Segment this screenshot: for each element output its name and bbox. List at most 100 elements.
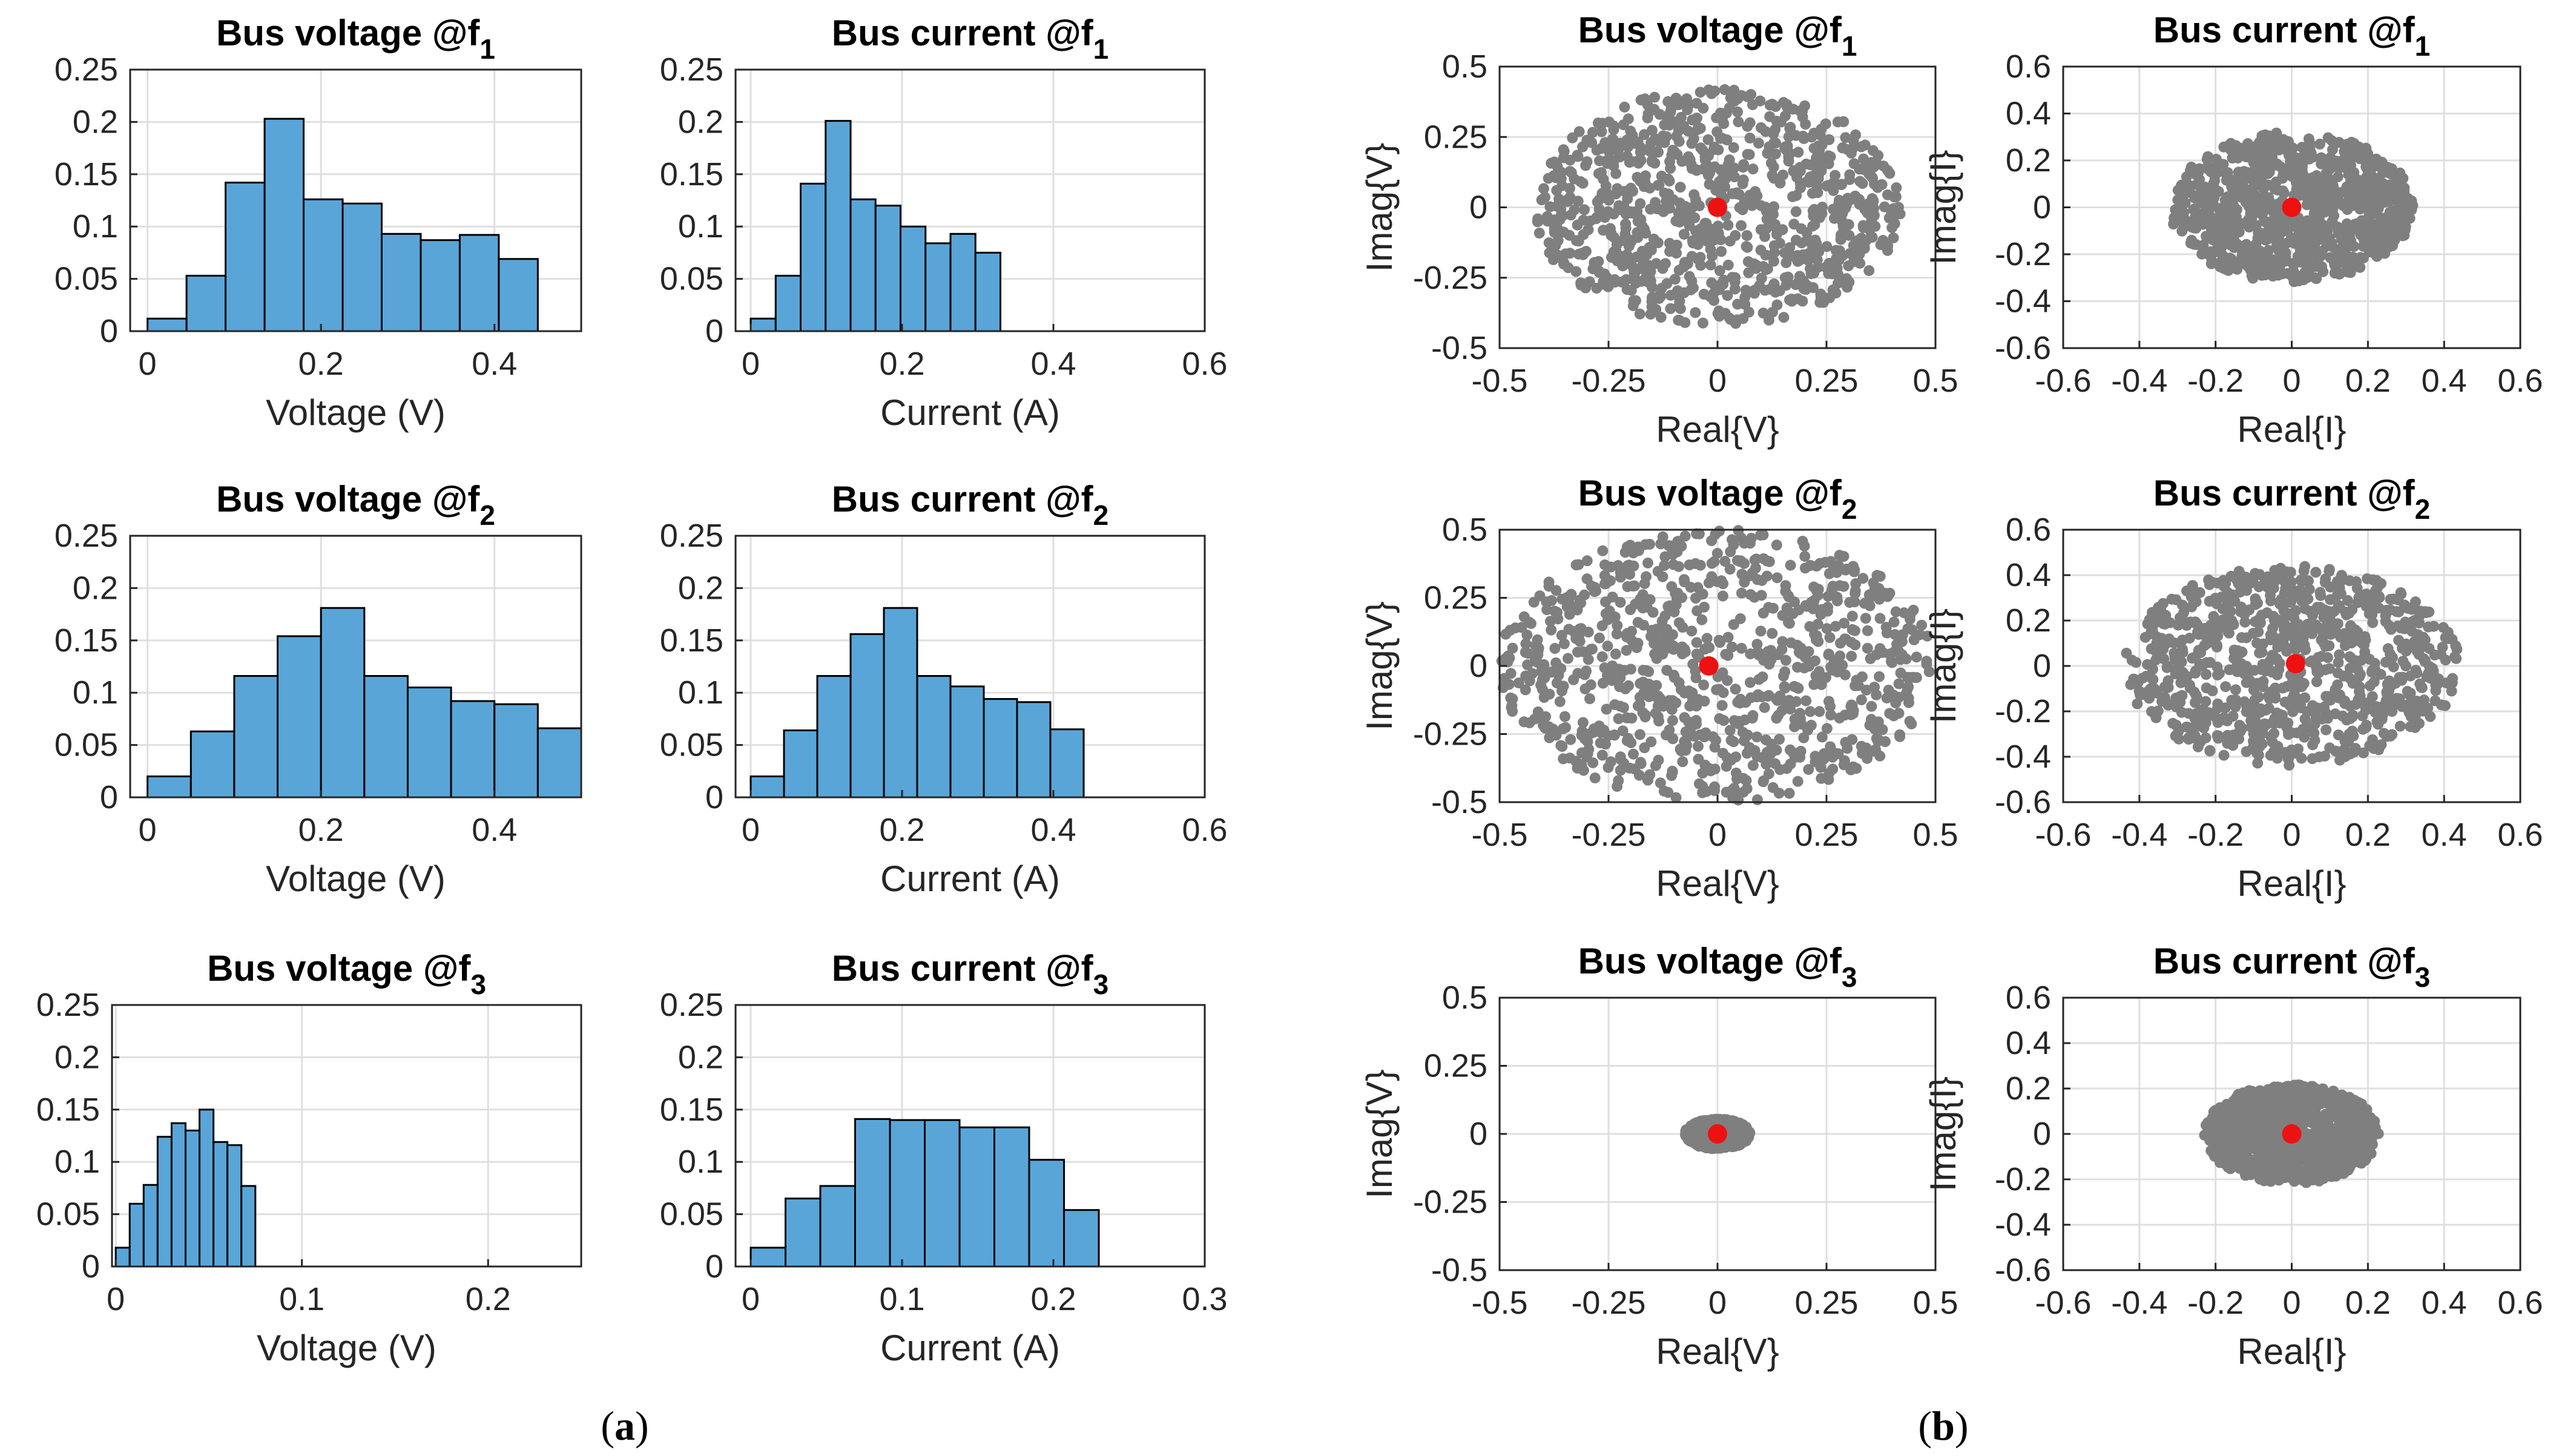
scatter-point: [1745, 648, 1756, 660]
y-tick-label: 0.2: [54, 1039, 100, 1075]
scatter-point: [1562, 653, 1573, 664]
scatter-point: [2255, 170, 2266, 181]
scatter-point: [1845, 636, 1857, 648]
scatter-point: [2201, 162, 2212, 174]
scatter-point: [1725, 546, 1736, 558]
scatter-point: [1838, 581, 1849, 592]
scatter-point: [2222, 215, 2233, 226]
scatter-point: [2385, 730, 2396, 742]
scatter-point: [2328, 605, 2340, 617]
scatter-point: [2318, 611, 2330, 623]
chart-title: Bus current @f3: [832, 948, 1109, 1000]
scatter-point: [1590, 213, 1602, 225]
scatter-point: [2253, 720, 2265, 731]
x-tick-label: 0.6: [1182, 346, 1227, 382]
scatter-point: [2414, 605, 2426, 617]
scatter-point: [1580, 282, 1592, 294]
scatter-point: [1547, 254, 1559, 265]
bar-bin-2: [785, 1197, 822, 1268]
scatter-point: [2291, 693, 2303, 704]
scatter-point: [2275, 594, 2287, 605]
scatter-point: [1571, 235, 1583, 246]
scatter-point: [1601, 703, 1612, 715]
scatter-point: [2372, 185, 2383, 196]
scatter-point: [1760, 734, 1771, 746]
scatter-point: [1699, 1139, 1710, 1151]
scatter-point: [1833, 271, 1845, 282]
scatter-point: [1767, 99, 1778, 110]
scatter-point: [1637, 601, 1649, 612]
scatter-point: [2204, 209, 2215, 221]
scatter-point: [1652, 146, 1663, 157]
scatter-point: [1873, 736, 1884, 747]
scatter-point: [2324, 663, 2335, 674]
scatter-point: [1850, 129, 1862, 140]
scatter-point: [2320, 724, 2332, 736]
scatter-point: [1650, 197, 1661, 208]
scatter-point: [1696, 614, 1708, 625]
scatter-point: [1874, 671, 1885, 682]
scatter-point: [1820, 262, 1831, 273]
y-tick-label: -0.25: [1413, 260, 1487, 296]
scatter-point: [1794, 713, 1806, 725]
scatter-point: [1572, 151, 1584, 162]
y-tick-label: 0.25: [36, 987, 100, 1023]
scatter-point: [2198, 722, 2210, 734]
scatter-point: [1689, 212, 1701, 223]
chart-title-subscript: 1: [1842, 30, 1857, 62]
scatter-point: [1596, 620, 1608, 631]
scatter-point: [1902, 671, 1913, 683]
scatter-point: [1736, 642, 1747, 654]
scatter-point: [2290, 220, 2302, 232]
y-tick-label: 0.25: [54, 518, 118, 554]
scatter-point: [1748, 591, 1760, 603]
scatter-point: [1846, 650, 1857, 662]
scatter-point: [1575, 597, 1587, 608]
scatter-point: [1821, 623, 1833, 634]
bar-bin-6: [363, 675, 409, 799]
x-tick-label: -0.6: [2035, 363, 2091, 399]
scatter-point: [1890, 191, 1902, 203]
bar-bin-1: [147, 775, 192, 799]
scatter-point: [2428, 621, 2440, 632]
scatter-point: [1785, 637, 1797, 648]
scatter-point: [1560, 722, 1571, 733]
scatter-point: [1768, 278, 1780, 289]
scatter-point: [1625, 206, 1636, 217]
scatter-point: [1573, 559, 1584, 570]
chart-title-subscript: 2: [1093, 499, 1109, 531]
scatter-point: [2373, 591, 2385, 602]
scatter-point: [1541, 604, 1553, 616]
scatter-point: [1614, 681, 1625, 693]
scatter-point: [1793, 647, 1805, 658]
scatter-point: [1646, 687, 1658, 698]
scatter-point: [1549, 643, 1561, 654]
scatter-point: [1718, 748, 1729, 759]
y-tick-label: 0.05: [660, 1196, 723, 1233]
scatter-point: [2397, 656, 2409, 667]
scatter-point: [1691, 112, 1702, 124]
scatter-point: [2278, 605, 2290, 616]
y-tick-label: 0.05: [36, 1196, 100, 1233]
scatter-point: [1714, 265, 1725, 277]
scatter-point: [1659, 632, 1670, 644]
scatter-point: [1717, 590, 1728, 602]
scatter-point: [2397, 642, 2408, 654]
scatter-point: [2307, 739, 2319, 751]
x-tick-label: 0: [1708, 1285, 1727, 1321]
scatter-point: [1686, 137, 1698, 149]
scatter-point: [1846, 610, 1858, 622]
chart-title: Bus voltage @f1: [1578, 10, 1857, 62]
scatter-point: [1760, 126, 1771, 137]
scatter-point: [2316, 223, 2328, 235]
scatter-point: [2201, 669, 2212, 680]
scatter-point: [2212, 698, 2224, 710]
scatter-point: [1581, 156, 1593, 168]
scatter-point: [2357, 710, 2368, 722]
scatter-point: [1668, 606, 1680, 618]
scatter-point: [1908, 634, 1920, 645]
scatter-point: [2258, 142, 2269, 154]
scatter-point: [1613, 200, 1625, 211]
scatter-point: [1568, 625, 1579, 637]
